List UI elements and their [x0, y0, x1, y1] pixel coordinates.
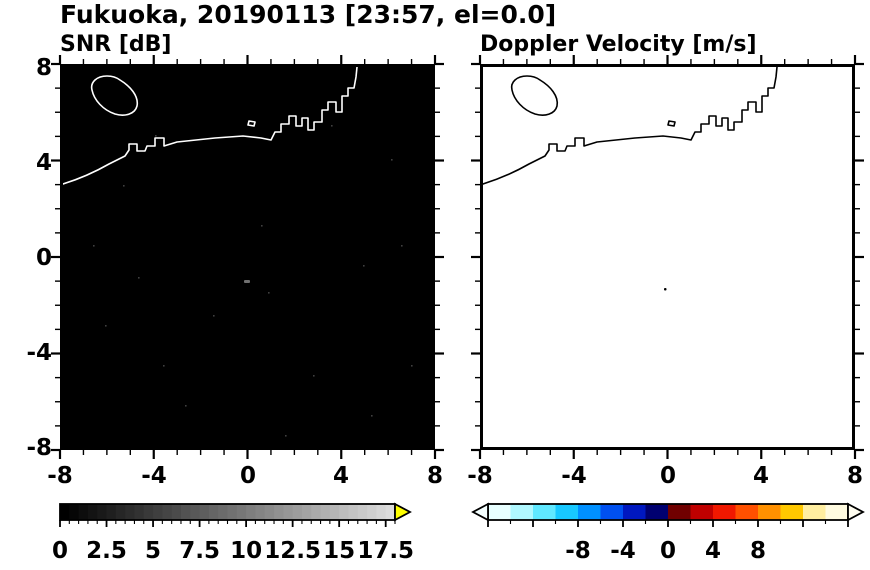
- island-outline: [90, 75, 139, 116]
- snr-panel: [51, 55, 444, 459]
- velocity-colorbar-label: -8: [565, 538, 591, 564]
- snr-y-tick-label: -4: [26, 340, 52, 366]
- snr-colorbar-label: 5: [145, 538, 162, 564]
- snr-x-tick-label: 4: [332, 463, 350, 489]
- snr-colorbar-label: 7.5: [179, 538, 220, 564]
- doppler-x-tick-label: -8: [467, 463, 493, 489]
- snr-colorbar-label: 0: [51, 538, 69, 564]
- snr-x-tick-label: 0: [239, 463, 257, 489]
- snr-x-tick-label: -4: [141, 463, 167, 489]
- doppler-panel: [471, 55, 864, 459]
- coastline-path: [483, 67, 778, 185]
- island-outline: [510, 75, 559, 116]
- snr-y-tick-label: 0: [35, 245, 52, 271]
- snr-y-tick-label: 4: [35, 150, 52, 176]
- snr-noise-speckles: [93, 125, 413, 437]
- figure-title: Fukuoka, 20190113 [23:57, el=0.0]: [60, 0, 557, 29]
- panel-title-doppler: Doppler Velocity [m/s]: [480, 32, 757, 57]
- snr-x-tick-label: -8: [47, 463, 73, 489]
- doppler-echo-dots: [664, 288, 667, 291]
- doppler-map: [483, 67, 778, 291]
- snr-colorbar: [59, 502, 412, 527]
- panel-title-snr: SNR [dB]: [60, 32, 172, 57]
- snr-colorbar-label: 17.5: [357, 538, 415, 564]
- islet-outline: [667, 120, 676, 127]
- doppler-x-tick-label: -4: [561, 463, 587, 489]
- coastline-path: [63, 67, 358, 185]
- doppler-x-tick-label: 4: [752, 463, 770, 489]
- doppler-x-tick-label: 0: [659, 463, 677, 489]
- snr-colorbar-label: 15: [323, 538, 356, 564]
- snr-y-tick-label: 8: [35, 55, 52, 81]
- islet-outline: [247, 120, 256, 127]
- snr-y-tick-label: -8: [26, 435, 52, 461]
- snr-x-tick-label: 8: [426, 463, 444, 489]
- velocity-colorbar-label: 0: [659, 538, 677, 564]
- snr-map: [63, 67, 413, 437]
- snr-colorbar-label: 12.5: [264, 538, 321, 564]
- snr-colorbar-label: 10: [230, 538, 263, 564]
- snr-colorbar-label: 2.5: [86, 538, 127, 564]
- doppler-x-tick-label: 8: [846, 463, 864, 489]
- velocity-colorbar-label: 8: [749, 538, 767, 564]
- velocity-colorbar: [471, 502, 865, 527]
- velocity-colorbar-label: -4: [610, 538, 636, 564]
- velocity-colorbar-label: 4: [704, 538, 722, 564]
